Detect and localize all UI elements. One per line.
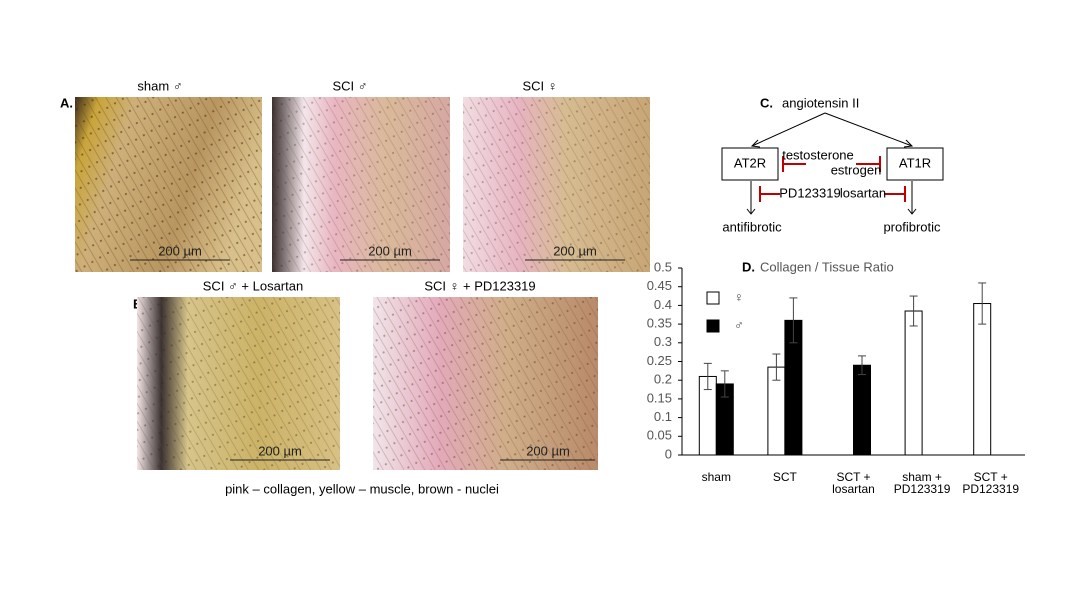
diagram-source: angiotensin II [782,95,859,110]
node-label: AT1R [899,155,931,170]
scale-bar-label: 200 µm [368,243,412,258]
node-label: AT2R [734,155,766,170]
histology-image: 200 µm [272,97,450,272]
image-title: sham ♂ [137,78,182,93]
histology-image: 200 µm [463,97,650,272]
inhibitor-label: testosterone [782,147,854,162]
y-tick-label: 0.3 [654,334,672,349]
histology-image: 200 µm [137,297,340,470]
image-title: SCI ♂ [332,78,367,93]
inhibitor-label: estrogen [831,162,882,177]
error-bar [720,370,729,398]
error-bar [789,297,798,344]
scale-bar-label: 200 µm [553,243,597,258]
chart-title: Collagen / Tissue Ratio [760,259,894,274]
x-tick-label: sham [701,470,731,484]
y-tick-label: 0.25 [647,353,672,368]
outcome-label: antifibrotic [722,219,782,234]
scale-bar-label: 200 µm [526,443,570,458]
x-tick-label: SCT + PD123319 [962,470,1020,496]
panel-label: D. [742,259,755,274]
inhibitor-label: PD123319 [779,185,840,200]
scale-bar-label: 200 µm [258,443,302,458]
y-tick-label: 0.05 [647,428,672,443]
bar [904,310,923,456]
caption: pink – collagen, yellow – muscle, brown … [225,481,499,496]
node-box [721,147,779,181]
y-tick-label: 0 [665,446,672,461]
error-bar [978,282,987,325]
y-tick-label: 0.2 [654,372,672,387]
panel-label: C. [760,95,773,110]
inhibition-lines [759,156,906,202]
image-title: SCI ♂ + Losartan [203,278,303,293]
legend-label: ♀ [734,289,744,304]
error-bar [703,362,712,391]
image-title: SCI ♀ + PD123319 [424,278,535,293]
error-bar [772,353,781,381]
y-tick-label: 0.4 [654,297,672,312]
arrows [746,112,917,215]
outcome-label: profibrotic [883,219,941,234]
y-tick-label: 0.15 [647,390,672,405]
bar [973,303,992,456]
histology-image: 200 µm [373,297,598,470]
x-tick-label: sham + PD123319 [893,470,951,496]
x-tick-label: SCT [772,470,797,484]
node-box [886,147,944,181]
image-title: SCI ♀ [522,78,557,93]
inhibitor-label: losartan [840,185,886,200]
x-tick-label: SCT + losartan [832,470,875,496]
y-tick-label: 0.5 [654,259,672,274]
bar [853,364,871,456]
legend-swatch [706,319,720,333]
y-tick-label: 0.1 [654,409,672,424]
panel-label: A. [60,95,73,110]
histology-image: 200 µm [75,97,262,272]
legend-swatch [706,291,720,305]
y-tick-label: 0.45 [647,278,672,293]
y-tick-label: 0.35 [647,316,672,331]
error-bar [858,355,866,376]
error-bar [909,295,918,327]
scale-bar-label: 200 µm [158,243,202,258]
legend-label: ♂ [734,317,744,332]
